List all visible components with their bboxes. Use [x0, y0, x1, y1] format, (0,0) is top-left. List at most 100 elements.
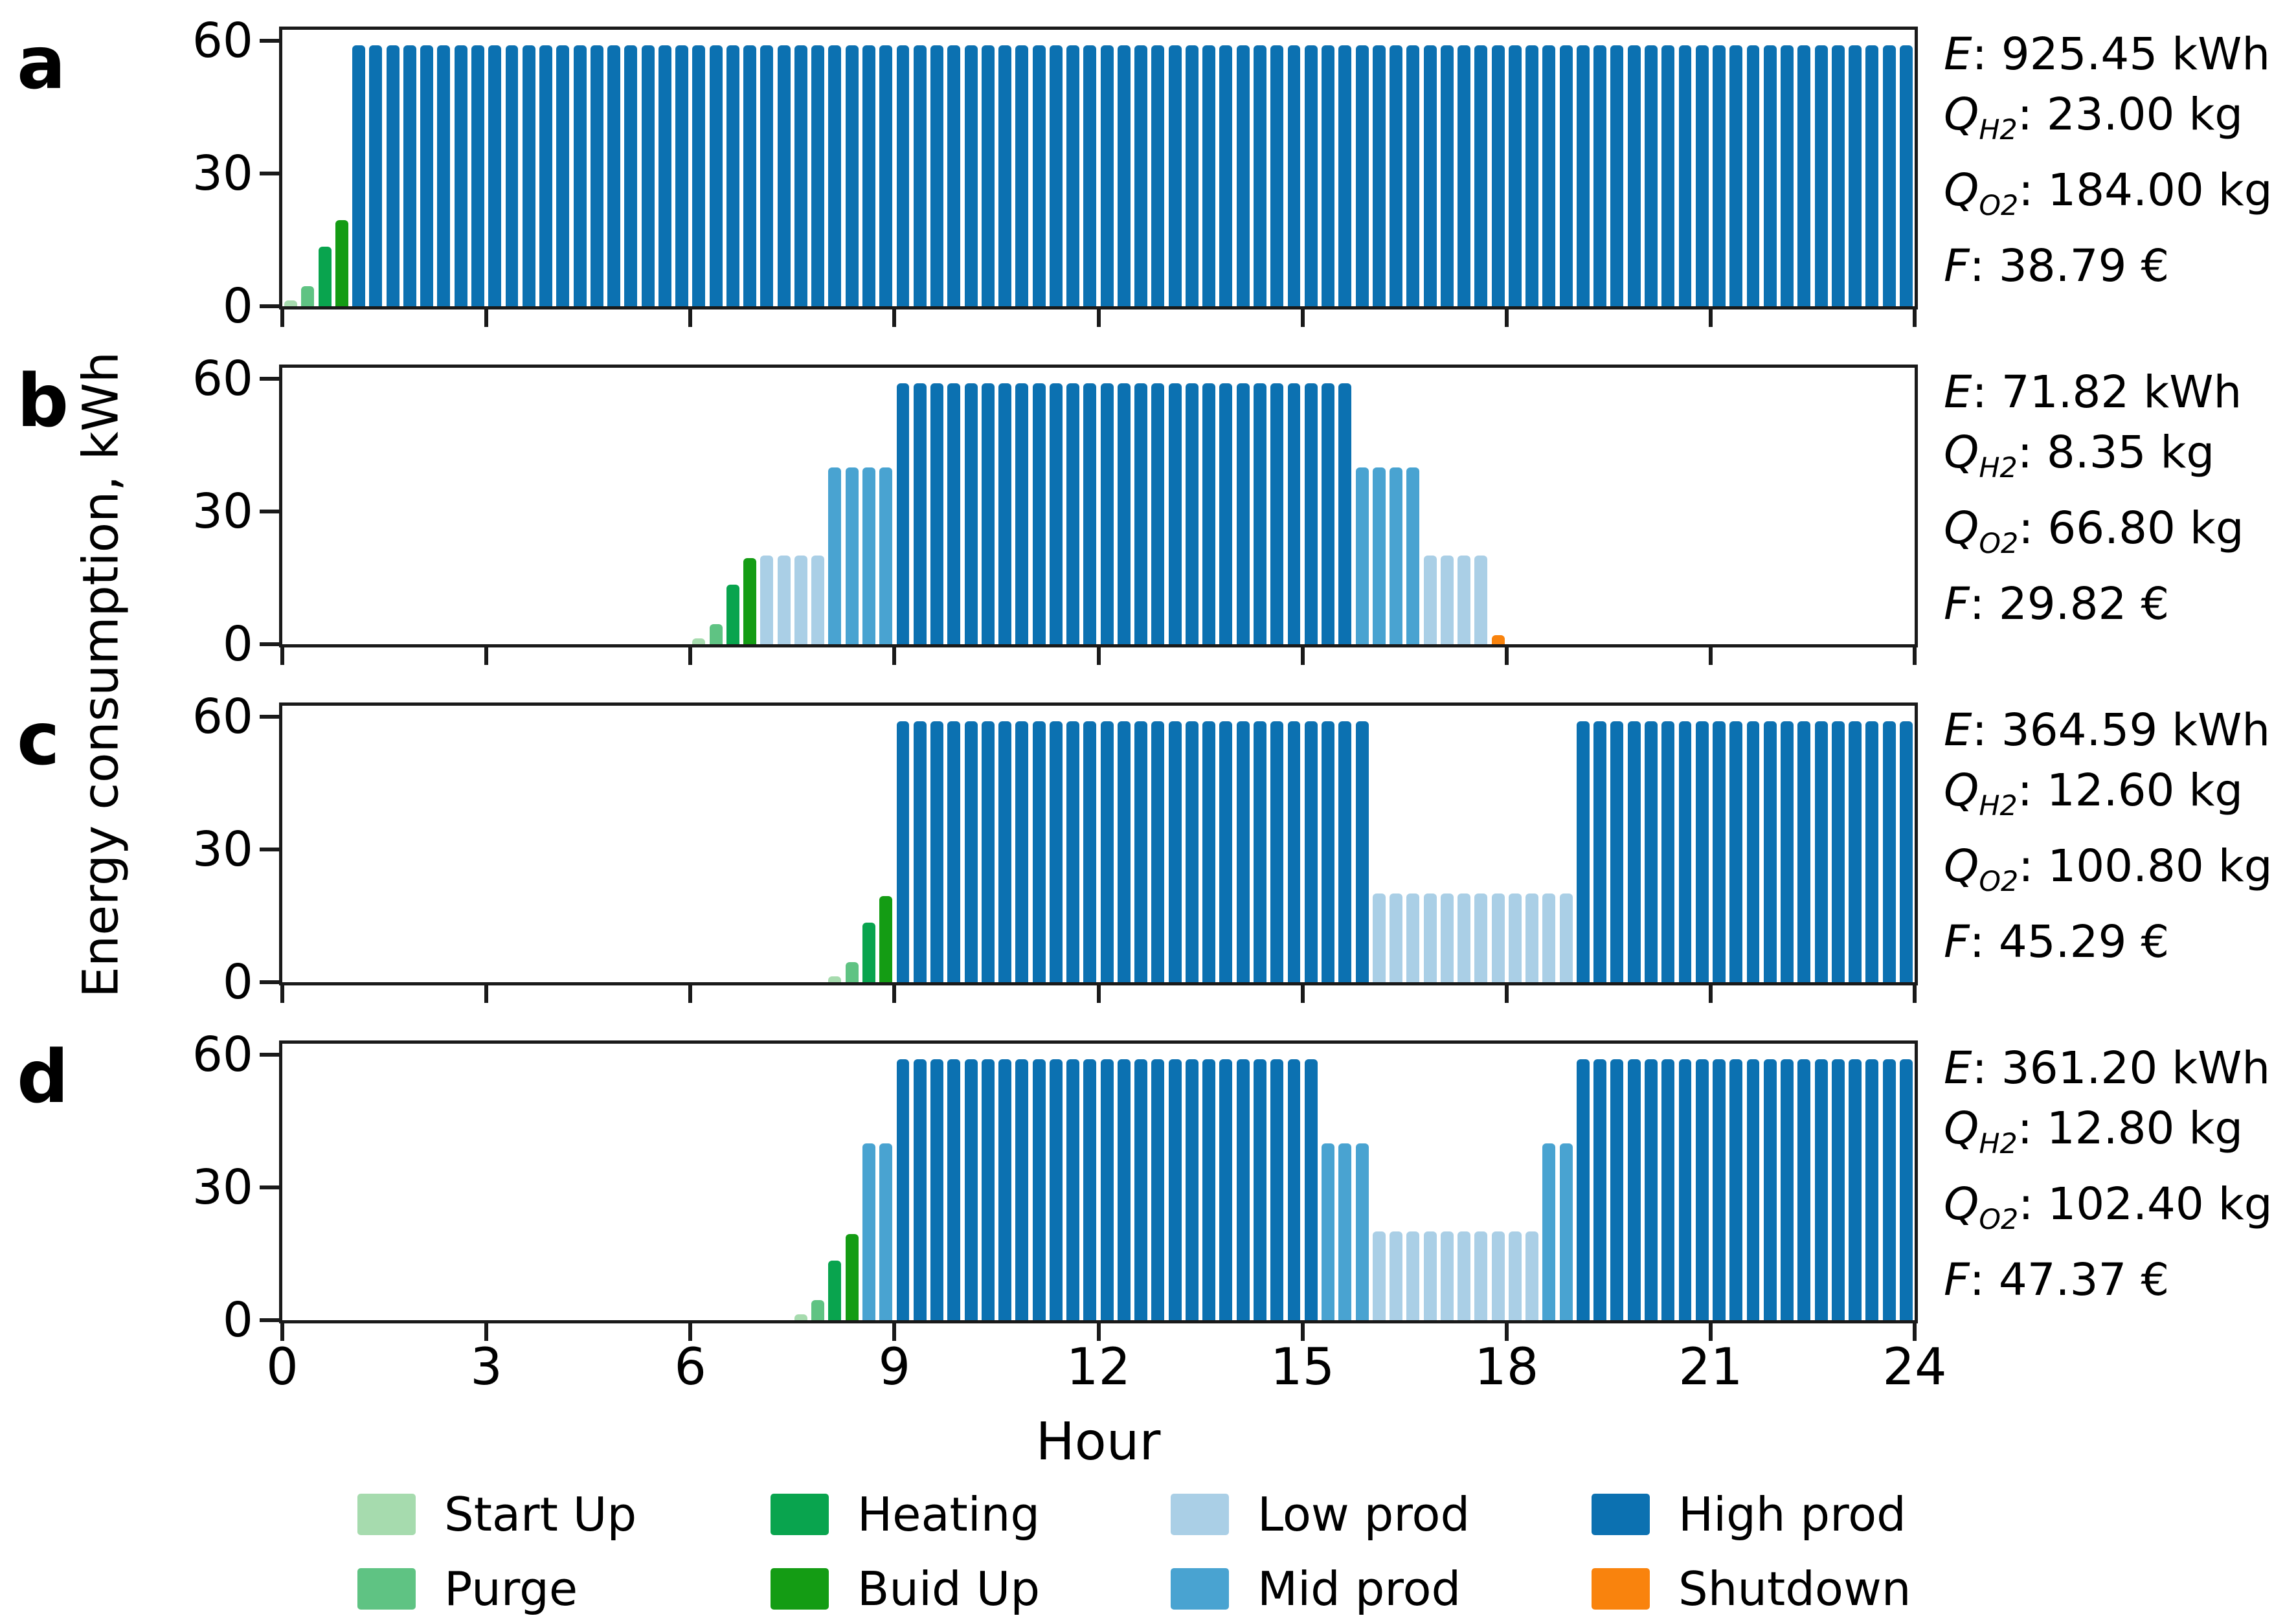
legend-item-purge: Purge	[357, 1562, 578, 1616]
bar-high	[964, 1059, 978, 1320]
bar-high	[1185, 721, 1199, 982]
legend-swatch-shutdown	[1592, 1568, 1650, 1610]
x-tick-mark	[1504, 309, 1509, 327]
bar-high	[1576, 721, 1590, 982]
bar-high	[1797, 45, 1811, 306]
bar-high	[1287, 383, 1301, 644]
bar-high	[1713, 45, 1726, 306]
stat-value: : 71.82 kWh	[1972, 366, 2242, 418]
bar-high	[1168, 1059, 1182, 1320]
x-tick-mark	[1096, 1323, 1101, 1341]
bar-high	[1627, 45, 1641, 306]
bar-high	[896, 1059, 910, 1320]
bar-high	[1083, 45, 1097, 306]
bar-high	[879, 45, 893, 306]
bar-high	[1185, 383, 1199, 644]
bar-high	[1049, 721, 1063, 982]
bar-purge	[301, 286, 315, 306]
x-tick-mark	[892, 647, 897, 665]
x-tick-label: 24	[1882, 1338, 1947, 1397]
legend-label-high: High prod	[1678, 1487, 1906, 1542]
bar-high	[1202, 721, 1216, 982]
bar-high	[981, 45, 995, 306]
bar-mid	[1355, 1143, 1369, 1320]
bar-low	[1525, 1231, 1539, 1320]
bar-mid	[1542, 1143, 1556, 1320]
y-tick-mark	[260, 715, 279, 719]
bar-high	[1610, 721, 1624, 982]
x-tick-mark	[280, 647, 284, 665]
bar-high	[1134, 1059, 1148, 1320]
legend-label-purge: Purge	[444, 1562, 578, 1616]
bar-high	[1134, 721, 1148, 982]
legend-swatch-heating	[771, 1494, 829, 1535]
bar-high	[964, 383, 978, 644]
bar-high	[1661, 1059, 1675, 1320]
bar-high	[743, 45, 757, 306]
y-tick-label: 30	[192, 146, 253, 202]
bar-high	[1661, 45, 1675, 306]
bar-low	[1390, 1231, 1403, 1320]
x-tick-mark	[1300, 985, 1305, 1003]
bar-mid	[1338, 1143, 1352, 1320]
bar-buildup	[845, 1233, 859, 1320]
bar-high	[1610, 45, 1624, 306]
x-tick-mark	[484, 647, 489, 665]
bar-high	[828, 45, 842, 306]
bar-high	[1627, 1059, 1641, 1320]
bar-low	[1440, 556, 1454, 644]
stat-value: : 364.59 kWh	[1972, 704, 2271, 756]
bar-high	[1270, 383, 1284, 644]
stat-value: : 12.60 kg	[2017, 765, 2244, 816]
bar-high	[607, 45, 621, 306]
bar-high	[1322, 383, 1334, 644]
bar-low	[1474, 1231, 1488, 1320]
bar-low	[777, 556, 791, 644]
bar-low	[794, 556, 807, 644]
bar-low	[1508, 893, 1522, 982]
bar-high	[1814, 721, 1828, 982]
bar-high	[1763, 721, 1777, 982]
stat-line: E: 71.82 kWh	[1944, 363, 2293, 423]
bar-high	[947, 1059, 961, 1320]
bar-high	[1882, 45, 1896, 306]
legend-label-startup: Start Up	[444, 1487, 637, 1542]
bar-high	[1219, 1059, 1233, 1320]
x-tick-mark	[892, 1323, 897, 1341]
bar-high	[1168, 45, 1182, 306]
bar-high	[1390, 45, 1403, 306]
stat-subscript: H2	[1979, 113, 2018, 146]
bar-mid	[1322, 1143, 1334, 1320]
bar-high	[1831, 721, 1845, 982]
bar-mid	[1559, 1143, 1573, 1320]
bar-high	[573, 45, 587, 306]
bar-high	[1322, 721, 1334, 982]
y-tick-label: 30	[192, 822, 253, 878]
y-tick-label: 60	[192, 1027, 253, 1083]
stat-line: QO2: 66.80 kg	[1944, 499, 2293, 574]
legend-swatch-high	[1592, 1494, 1650, 1535]
bar-high	[1678, 721, 1692, 982]
bar-high	[1083, 721, 1097, 982]
legend-label-mid: Mid prod	[1257, 1562, 1461, 1616]
bar-high	[369, 45, 383, 306]
bar-high	[1287, 1059, 1301, 1320]
bar-high	[1066, 45, 1080, 306]
bar-high	[1355, 45, 1369, 306]
bar-high	[1304, 45, 1318, 306]
stat-symbol: F	[1944, 578, 1970, 630]
stat-value: : 29.82 €	[1969, 578, 2170, 630]
bar-high	[930, 45, 943, 306]
bar-low	[1559, 893, 1573, 982]
bar-mid	[1406, 467, 1420, 644]
x-axis-title: Hour	[1035, 1411, 1161, 1472]
legend-swatch-startup	[357, 1494, 416, 1535]
bar-high	[1100, 383, 1114, 644]
stat-symbol: E	[1944, 366, 1972, 418]
bar-high	[777, 45, 791, 306]
bar-high	[1304, 721, 1318, 982]
bar-high	[1763, 1059, 1777, 1320]
stat-symbol: Q	[1944, 840, 1979, 892]
x-tick-mark	[688, 985, 693, 1003]
bar-high	[964, 45, 978, 306]
